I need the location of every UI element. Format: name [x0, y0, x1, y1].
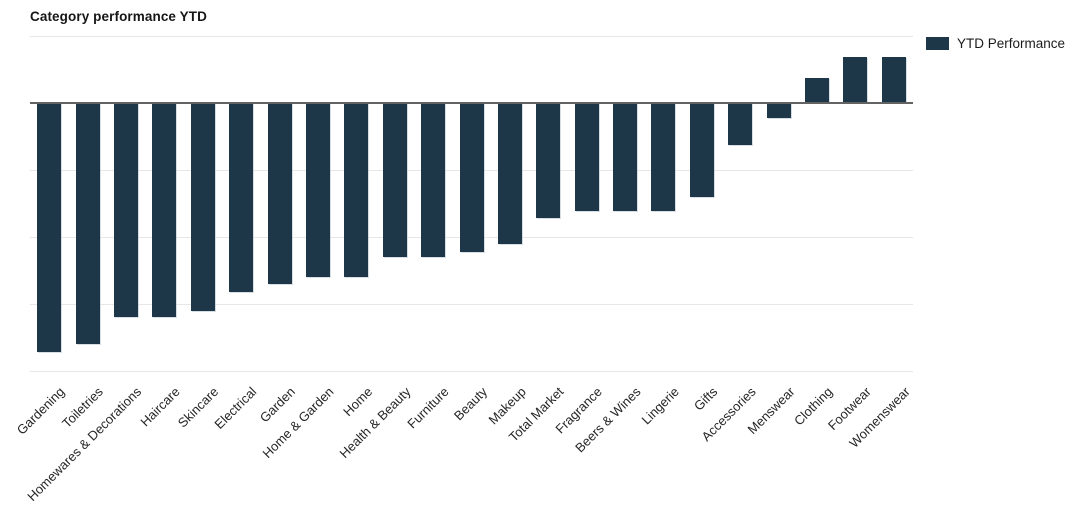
x-axis-label: Furniture: [404, 384, 452, 432]
bar-homewares-decorations[interactable]: [113, 103, 138, 318]
legend-item-label: YTD Performance: [957, 36, 1066, 51]
x-axis-label: Home: [339, 384, 375, 420]
bar-accessories[interactable]: [728, 103, 753, 145]
bar-toiletries[interactable]: [75, 103, 100, 345]
zero-axis-line: [30, 102, 913, 104]
gridline: [30, 36, 913, 37]
x-axis-label: Beauty: [450, 384, 491, 424]
x-axis-label: Gardening: [14, 384, 68, 438]
bar-furniture[interactable]: [421, 103, 446, 258]
bar-fragrance[interactable]: [574, 103, 599, 211]
x-axis-label: Health & Beauty: [336, 384, 414, 462]
bar-menswear[interactable]: [766, 103, 791, 118]
legend-swatch-icon: [926, 37, 949, 50]
gridline: [30, 304, 913, 305]
gridline: [30, 371, 913, 372]
x-axis-label: Lingerie: [638, 384, 683, 428]
bar-skincare[interactable]: [190, 103, 215, 311]
bar-beers-wines[interactable]: [613, 103, 638, 211]
bar-health-beauty[interactable]: [382, 103, 407, 258]
x-axis-label: Home & Garden: [259, 384, 337, 462]
bar-footwear[interactable]: [843, 56, 868, 103]
bar-electrical[interactable]: [229, 103, 254, 292]
plot-area: [30, 0, 913, 507]
bar-home[interactable]: [344, 103, 369, 278]
x-axis-label: Haircare: [137, 384, 183, 430]
bar-clothing[interactable]: [805, 78, 830, 103]
bar-garden[interactable]: [267, 103, 292, 284]
bar-makeup[interactable]: [497, 103, 522, 244]
bar-beauty[interactable]: [459, 103, 484, 252]
bar-lingerie[interactable]: [651, 103, 676, 211]
x-axis-label: Gifts: [690, 384, 721, 414]
chart-title: Category performance YTD: [30, 9, 207, 24]
legend-item-ytd-performance[interactable]: YTD Performance: [926, 36, 1065, 51]
bar-womenswear[interactable]: [881, 56, 906, 103]
bar-haircare[interactable]: [152, 103, 177, 318]
bar-total-market[interactable]: [536, 103, 561, 219]
bar-gifts[interactable]: [689, 103, 714, 197]
legend: YTD Performance: [926, 36, 1065, 51]
x-axis-labels: Gardening Toiletries Homewares & Decoratio…: [14, 384, 913, 507]
x-axis-label: Electrical: [211, 384, 260, 432]
bar-gardening[interactable]: [37, 103, 62, 353]
bar-home-garden[interactable]: [305, 103, 330, 278]
